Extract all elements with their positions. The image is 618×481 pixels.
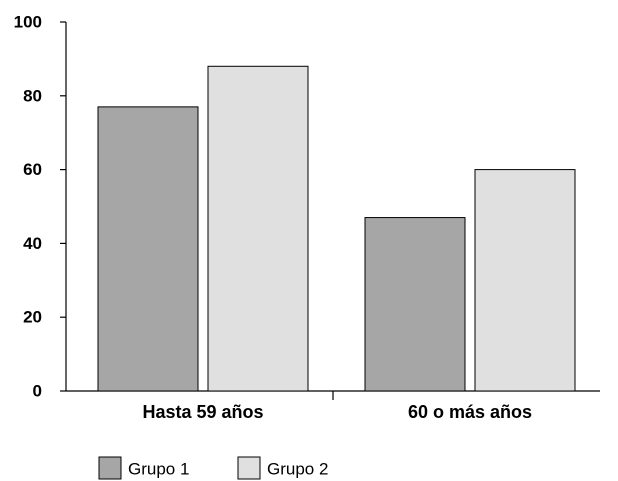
legend-swatch-2 (237, 456, 261, 480)
legend-swatch-1 (98, 456, 122, 480)
y-tick-label: 100 (14, 13, 42, 32)
y-axis-ticks: 0 20 40 60 80 100 (14, 13, 66, 401)
x-tick-label: 60 o más años (408, 402, 532, 422)
bar-2-2 (474, 169, 576, 392)
y-tick-label: 20 (23, 308, 42, 327)
bar-2-1 (207, 65, 309, 392)
x-tick-label: Hasta 59 años (142, 402, 263, 422)
chart-legend: Grupo 1 Grupo 2 (98, 456, 328, 480)
bar-1-1 (97, 106, 199, 392)
legend-label-1: Grupo 1 (128, 460, 189, 479)
y-tick-label: 40 (23, 234, 42, 253)
y-tick-label: 60 (23, 160, 42, 179)
y-tick-label: 0 (33, 382, 42, 401)
y-tick-label: 80 (23, 86, 42, 105)
bar-1-2 (364, 217, 466, 392)
x-axis-ticks: Hasta 59 años 60 o más años (142, 391, 532, 422)
chart-bars (97, 65, 576, 392)
legend-label-2: Grupo 2 (267, 460, 328, 479)
